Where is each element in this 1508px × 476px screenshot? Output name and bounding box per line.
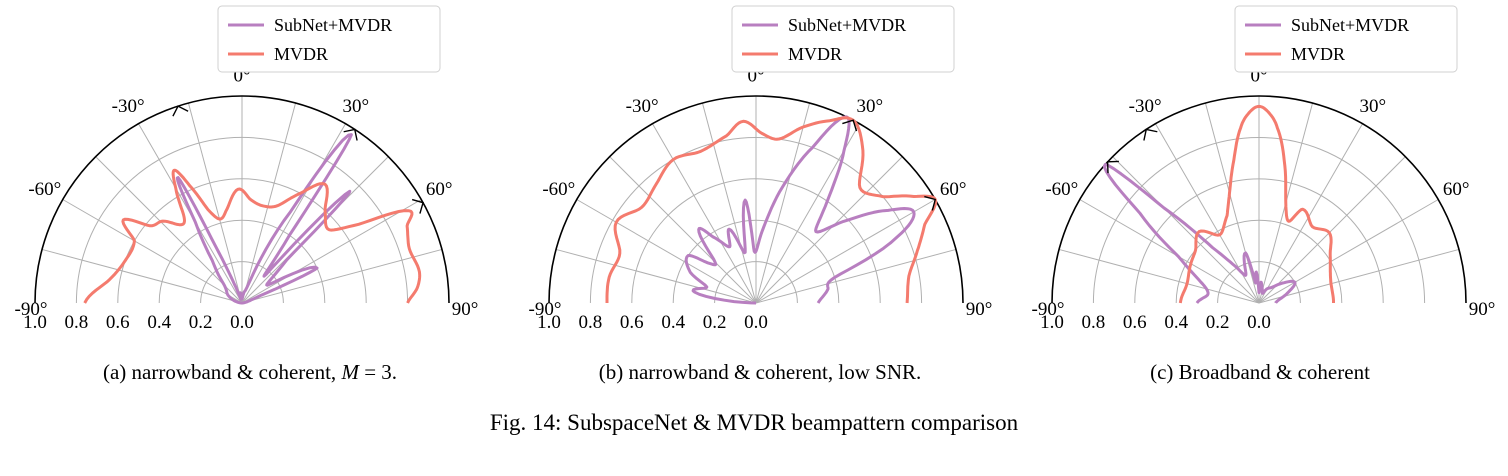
legend-label: MVDR [788, 44, 842, 64]
theta-tick-label: 90° [966, 299, 993, 320]
doa-marker [1143, 128, 1158, 141]
series-line-subnet [684, 115, 916, 305]
grid-spoke [576, 199, 757, 304]
doa-marker [842, 119, 858, 132]
subcaption-c: (c) Broadband & coherent [1150, 360, 1370, 384]
theta-tick-label: -90° [529, 299, 562, 320]
doa-marker [172, 105, 189, 117]
grid-spoke [62, 199, 243, 304]
grid-spoke [1258, 123, 1363, 304]
theta-tick-label: -60° [28, 179, 61, 200]
r-tick-label: 1.0 [537, 312, 561, 333]
grid-spoke [755, 156, 903, 304]
panel-b: -90°-60°-30°0°30°60°90°1.0 0.8 0.6 0.4 0.2 0.… [529, 5, 993, 333]
r-tick-label: 0.2 [703, 312, 727, 333]
grid-spoke [1258, 248, 1460, 304]
doa-marker [1106, 160, 1119, 174]
r-tick-label: 0.2 [189, 312, 213, 333]
theta-tick-label: -30° [1129, 96, 1162, 117]
theta-tick-label: -60° [1045, 179, 1078, 200]
legend-box [1234, 5, 1458, 73]
grid-spoke [95, 156, 243, 304]
grid-spoke [241, 248, 443, 304]
grid-spoke [755, 248, 957, 304]
grid-spoke [755, 102, 811, 304]
theta-tick-label: 60° [426, 179, 453, 200]
doa-marker [924, 195, 937, 211]
grid-spoke [609, 156, 757, 304]
grid-spoke [187, 102, 243, 304]
r-tick-label: 0.6 [1123, 312, 1147, 333]
r-tick-label: 0.0 [744, 312, 768, 333]
grid-spoke [241, 123, 346, 304]
subcaption-a: (a) narrowband & coherent, M = 3. [102, 360, 398, 384]
r-tick-label: 0.8 [65, 312, 89, 333]
grid-spoke [652, 123, 757, 304]
series-line-mvdr [1178, 104, 1335, 304]
grid-spoke [41, 248, 243, 304]
theta-tick-label: -90° [1032, 299, 1065, 320]
theta-tick-label: -30° [112, 96, 145, 117]
legend-label: SubNet+MVDR [788, 15, 906, 35]
series-line-subnet [1102, 163, 1297, 305]
legend-box [217, 5, 441, 73]
panel-a: -90°-60°-30°0°30°60°90°1.0 0.8 0.6 0.4 0.2 0.… [15, 5, 479, 333]
grid-spoke [1204, 102, 1260, 304]
grid-spoke [1258, 156, 1406, 304]
grid-spoke [555, 248, 757, 304]
legend-label: MVDR [274, 44, 328, 64]
theta-tick-label: 60° [1443, 179, 1470, 200]
r-tick-label: 0.8 [579, 312, 603, 333]
theta-tick-label: -60° [542, 179, 575, 200]
theta-tick-label: 90° [1469, 299, 1496, 320]
r-tick-label: 0.6 [620, 312, 644, 333]
outer-arc [548, 95, 964, 304]
theta-tick-label: 90° [452, 299, 479, 320]
r-tick-label: 1.0 [1040, 312, 1064, 333]
theta-tick-label: 30° [857, 96, 884, 117]
grid-spoke [701, 102, 757, 304]
legend-label: SubNet+MVDR [1291, 15, 1409, 35]
panel-c: -90°-60°-30°0°30°60°90°1.0 0.8 0.6 0.4 0.2 0.… [1032, 5, 1496, 333]
grid-spoke [755, 199, 936, 304]
theta-tick-label: 60° [940, 179, 967, 200]
r-tick-label: 0.4 [147, 312, 171, 333]
grid-spoke [1258, 199, 1439, 304]
r-tick-label: 1.0 [23, 312, 47, 333]
series-line-subnet [175, 133, 353, 305]
grid-spoke [1058, 248, 1260, 304]
theta-tick-label: 30° [343, 96, 370, 117]
series-line-mvdr [605, 116, 938, 304]
r-tick-label: 0.4 [661, 312, 685, 333]
outer-arc [1051, 95, 1467, 304]
r-tick-label: 0.8 [1082, 312, 1106, 333]
theta-tick-label: -90° [15, 299, 48, 320]
theta-tick-label: -30° [626, 96, 659, 117]
doa-marker [411, 198, 424, 214]
r-tick-label: 0.6 [106, 312, 130, 333]
grid-spoke [1112, 156, 1260, 304]
grid-spoke [241, 199, 422, 304]
r-tick-label: 0.2 [1206, 312, 1230, 333]
r-tick-label: 0.4 [1164, 312, 1188, 333]
doa-marker [343, 128, 358, 141]
theta-tick-label: 30° [1360, 96, 1387, 117]
grid-spoke [241, 102, 297, 304]
r-tick-label: 0.0 [1247, 312, 1271, 333]
outer-arc [34, 95, 450, 304]
subcaption-b: (b) narrowband & coherent, low SNR. [598, 360, 922, 384]
r-tick-label: 0.0 [230, 312, 254, 333]
legend-box [731, 5, 955, 73]
figure-caption: Fig. 14: SubspaceNet & MVDR beampattern … [489, 410, 1019, 435]
legend-label: MVDR [1291, 44, 1345, 64]
legend-label: SubNet+MVDR [274, 15, 392, 35]
grid-spoke [1079, 199, 1260, 304]
series-line-mvdr [83, 168, 422, 304]
